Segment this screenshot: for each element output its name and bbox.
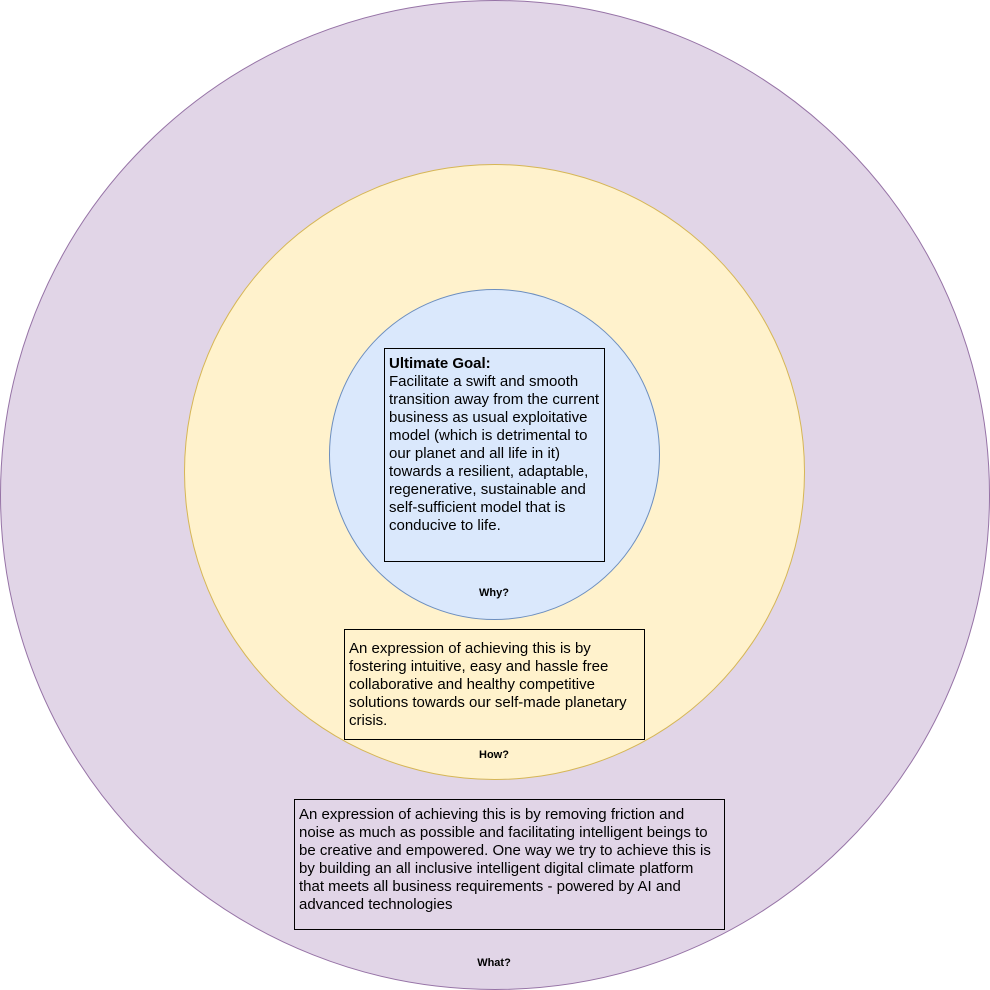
ultimate-goal-title: Ultimate Goal: (389, 355, 491, 372)
why-label: Why? (479, 587, 509, 599)
what-label: What? (477, 957, 511, 969)
why-text-box: Ultimate Goal: Facilitate a swift and sm… (384, 348, 605, 562)
how-text-box: An expression of achieving this is by fo… (344, 629, 645, 740)
what-text: An expression of achieving this is by re… (299, 806, 711, 913)
how-label: How? (479, 749, 509, 761)
why-text: Facilitate a swift and smooth transition… (389, 373, 600, 534)
what-text-box: An expression of achieving this is by re… (294, 799, 725, 930)
how-text: An expression of achieving this is by fo… (349, 640, 627, 729)
